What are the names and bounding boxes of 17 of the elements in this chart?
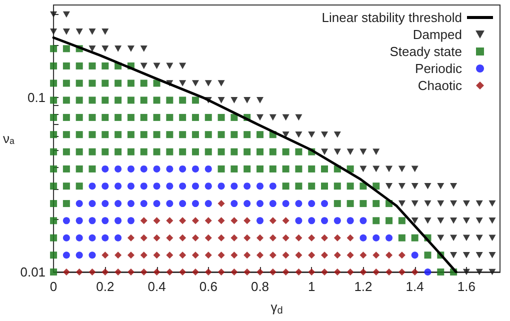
legend-label: Chaotic [418, 78, 462, 93]
y-tick-label: 0.01 [20, 264, 46, 280]
x-tick-label: 0.8 [250, 279, 270, 294]
x-tick-label: 0 [50, 279, 58, 294]
legend-label: Steady state [390, 44, 462, 59]
x-tick-label: 1.4 [406, 279, 424, 294]
y-axis-title: νₐ [2, 131, 14, 146]
x-tick-label: 0.2 [96, 279, 114, 294]
x-tick-label: 0.4 [148, 279, 166, 294]
x-tick-label: 0.6 [199, 279, 218, 294]
x-tick-label: 1 [308, 279, 316, 294]
legend-label: Linear stability threshold [322, 10, 462, 25]
x-tick-label: 1.6 [457, 279, 476, 294]
y-tick-label: 0.1 [27, 90, 46, 106]
legend-label: Damped [412, 27, 462, 42]
legend-label: Periodic [415, 61, 462, 76]
x-tick-label: 1.2 [354, 279, 372, 294]
